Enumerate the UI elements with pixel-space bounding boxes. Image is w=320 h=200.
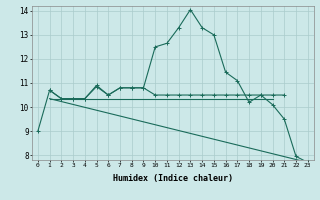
X-axis label: Humidex (Indice chaleur): Humidex (Indice chaleur) bbox=[113, 174, 233, 183]
